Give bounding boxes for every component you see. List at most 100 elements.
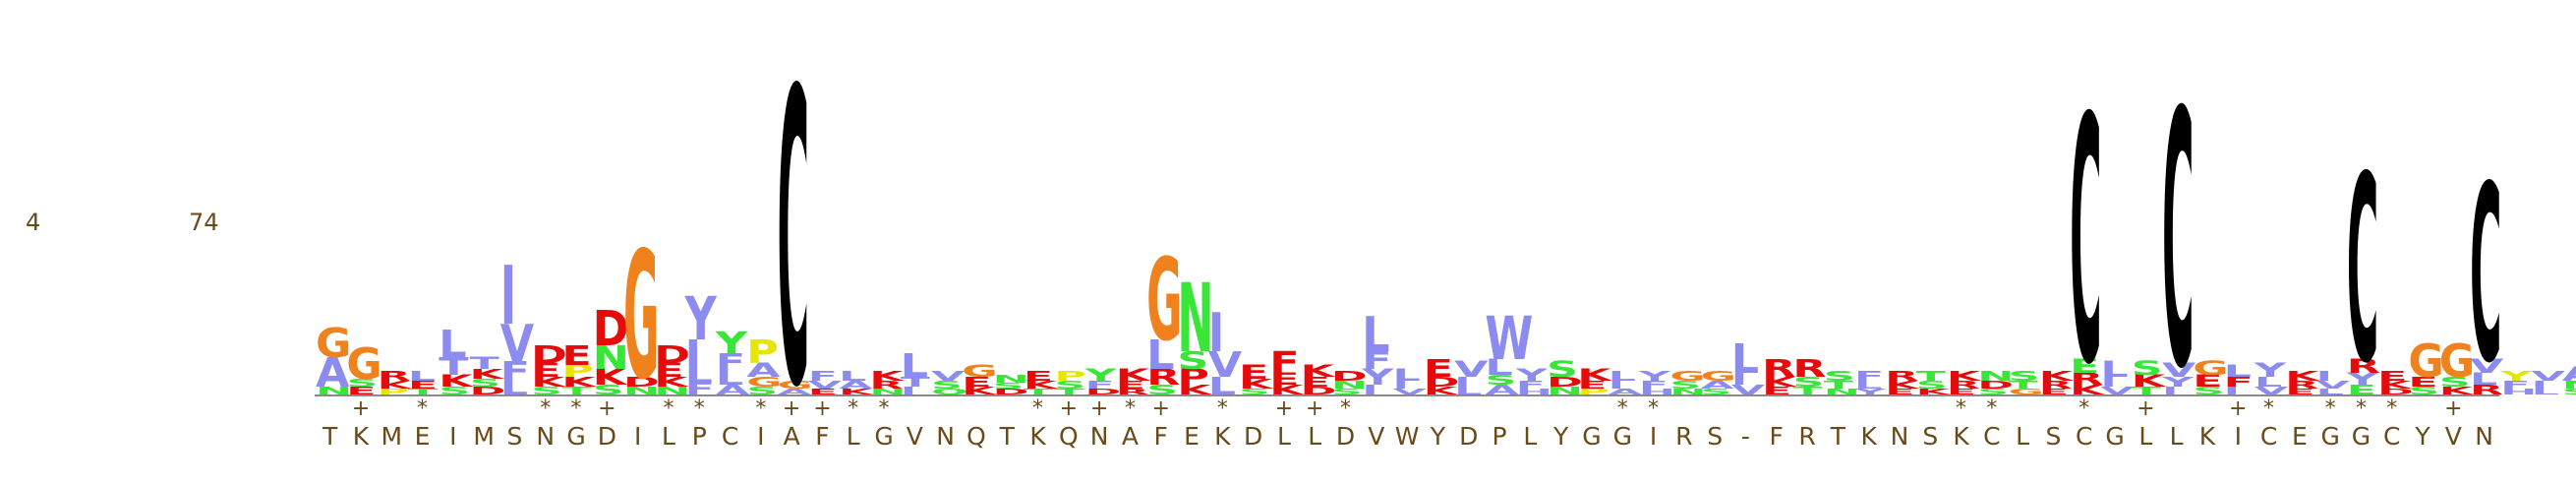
consensus-residue: P bbox=[1493, 422, 1507, 451]
conservation-mark: * bbox=[417, 396, 428, 421]
consensus-residue: W bbox=[1395, 422, 1420, 451]
logo-letter: T bbox=[470, 354, 500, 373]
logo-letter: G bbox=[2193, 358, 2228, 380]
logo-column: DKE bbox=[2377, 368, 2414, 396]
logo-letter: T bbox=[2009, 379, 2038, 392]
conservation-mark: * bbox=[1125, 396, 1136, 421]
logo-column: SEG bbox=[2408, 334, 2443, 397]
conservation-mark: * bbox=[1956, 396, 1966, 421]
logo-letter: A bbox=[316, 350, 349, 397]
logo-letter: R bbox=[378, 368, 411, 384]
consensus-residue: K bbox=[353, 422, 370, 451]
logo-letter: S bbox=[1146, 382, 1178, 397]
logo-letter: L bbox=[2224, 362, 2252, 381]
logo-letter: S bbox=[2132, 358, 2163, 380]
logo-letter: E bbox=[2347, 382, 2376, 397]
logo-column: YLF bbox=[1853, 368, 1888, 396]
logo-letter: D bbox=[1977, 379, 2014, 392]
logo-letter: I bbox=[2316, 368, 2333, 384]
consensus-residue: E bbox=[415, 422, 431, 451]
logo-letter: H bbox=[1516, 387, 1552, 396]
logo-letter: L bbox=[2254, 374, 2282, 390]
logo-letter: L bbox=[1854, 379, 1882, 392]
consensus-residue: Q bbox=[966, 422, 986, 451]
logo-column: SNA bbox=[2562, 364, 2576, 396]
logo-column: KST bbox=[1916, 368, 1952, 396]
logo-letter: K bbox=[2132, 372, 2167, 391]
consensus-residue: G bbox=[2320, 422, 2339, 451]
logo-letter: D bbox=[531, 341, 567, 369]
consensus-residue: M bbox=[381, 422, 402, 451]
consensus-residue: L bbox=[1523, 422, 1537, 451]
logo-letter: V bbox=[2100, 385, 2134, 397]
consensus-residue: F bbox=[815, 422, 829, 451]
logo-column: LIV bbox=[2532, 368, 2566, 396]
consensus-residue: L bbox=[662, 422, 675, 451]
consensus-residue: K bbox=[1029, 422, 1046, 451]
logo-letter: S bbox=[746, 385, 778, 397]
logo-letter: R bbox=[2470, 382, 2503, 397]
logo-letter: S bbox=[593, 382, 624, 397]
logo-letter: N bbox=[316, 385, 352, 397]
logo-letter: P bbox=[378, 387, 410, 396]
logo-letter: E bbox=[2408, 374, 2437, 390]
logo-letter: S bbox=[931, 379, 963, 392]
logo-letter: T bbox=[439, 353, 469, 381]
logo-letter: G bbox=[623, 214, 659, 418]
logo-letter: S bbox=[531, 385, 562, 397]
logo-letter: R bbox=[1792, 355, 1826, 383]
consensus-residue: G bbox=[1613, 422, 1632, 451]
logo-letter: R bbox=[2285, 379, 2318, 392]
logo-letter: S bbox=[1177, 347, 1208, 375]
logo-letter: V bbox=[2470, 356, 2504, 378]
conservation-mark: + bbox=[1152, 396, 1170, 421]
consensus-residue: K bbox=[1214, 422, 1231, 451]
logo-column: NDG bbox=[623, 214, 660, 418]
logo-letter: D bbox=[1424, 374, 1460, 390]
conservation-mark: + bbox=[1060, 396, 1078, 421]
logo-letter: V bbox=[2532, 368, 2566, 384]
logo-letter: K bbox=[1024, 379, 1060, 392]
logo-letter: V bbox=[808, 379, 842, 392]
logo-letter: E bbox=[1424, 355, 1453, 383]
logo-letter: L bbox=[1454, 385, 1482, 397]
logo-column: NAG bbox=[316, 321, 352, 397]
logo-letter: D bbox=[593, 301, 629, 358]
logo-letter: E bbox=[962, 374, 991, 390]
logo-letter: G bbox=[2408, 334, 2443, 388]
logo-letter: V bbox=[2254, 385, 2288, 397]
consensus-residue: R bbox=[1798, 422, 1815, 451]
logo-letter: C bbox=[2070, 46, 2102, 440]
logo-letter: K bbox=[1916, 387, 1952, 396]
logo-column: PKR bbox=[378, 368, 414, 396]
consensus-residue: G bbox=[566, 422, 585, 451]
logo-letter: R bbox=[869, 379, 903, 392]
logo-column: LIV bbox=[1454, 358, 1488, 397]
logo-column: LVI bbox=[1208, 301, 1242, 400]
logo-column: TEL bbox=[408, 368, 439, 396]
logo-column: IFL bbox=[2224, 362, 2254, 397]
logo-letter: L bbox=[1362, 307, 1389, 364]
logo-letter: D bbox=[654, 341, 690, 369]
conservation-mark: * bbox=[2263, 396, 2274, 421]
logo-letter: E bbox=[808, 387, 838, 396]
logo-column: TKE bbox=[1024, 368, 1060, 396]
logo-letter: V bbox=[1454, 358, 1488, 383]
logo-letter: N bbox=[1669, 387, 1706, 396]
logo-letter: I bbox=[901, 385, 917, 397]
logo-letter: S bbox=[2193, 385, 2224, 397]
logo-letter: T bbox=[1054, 387, 1084, 396]
logo-letter: R bbox=[2070, 370, 2103, 389]
logo-letter: V bbox=[2162, 360, 2196, 382]
logo-letter: K bbox=[561, 374, 597, 390]
logo-letter: I bbox=[1393, 379, 1410, 392]
conservation-mark: + bbox=[2137, 396, 2154, 421]
logo-letter: R bbox=[2039, 379, 2073, 392]
consensus-residue: A bbox=[784, 422, 800, 451]
logo-letter: Y bbox=[1638, 368, 1672, 384]
logo-letter: T bbox=[2132, 385, 2161, 397]
logo-letter: R bbox=[1116, 387, 1149, 396]
